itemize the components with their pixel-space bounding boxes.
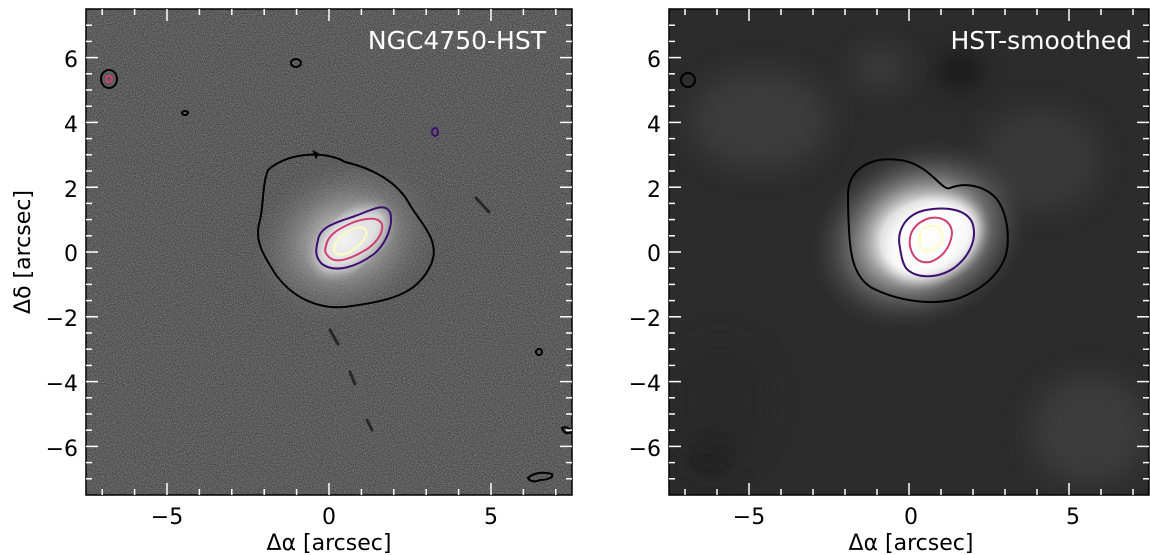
x-tick-label: 0 <box>904 505 918 530</box>
contour-red <box>908 216 954 264</box>
smoothed-contours <box>680 72 1009 304</box>
contour-purple <box>898 207 975 278</box>
y-tick-labels: 6 4 2 0 −2 −4 −6 <box>629 48 661 462</box>
contour-purple <box>315 206 392 270</box>
contour-red <box>324 217 384 262</box>
contour-yellow <box>332 226 368 256</box>
x-tick-label: 0 <box>322 505 336 530</box>
y-tick-label: 6 <box>64 48 78 73</box>
panel-hst: −5 0 5 6 4 2 0 −2 −4 −6 NGC4750-HST Δα [… <box>11 8 573 555</box>
contour-yellow <box>918 224 944 252</box>
x-tick-labels: −5 0 5 <box>733 505 1080 530</box>
hst-contours <box>100 58 572 483</box>
tick-marks <box>669 9 1149 495</box>
contour-black <box>256 153 435 309</box>
panel-smoothed: −5 0 5 6 4 2 0 −2 −4 −6 HST-smoothed Δα … <box>629 8 1150 555</box>
y-tick-labels: 6 4 2 0 −2 −4 −6 <box>46 48 78 462</box>
x-axis-label: Δα [arcsec] <box>849 531 974 555</box>
y-tick-label: −6 <box>629 437 661 462</box>
y-tick-label: −6 <box>46 437 78 462</box>
y-tick-label: −4 <box>46 372 78 397</box>
x-tick-label: −5 <box>151 505 183 530</box>
y-tick-label: −4 <box>629 372 661 397</box>
x-tick-label: 5 <box>484 505 498 530</box>
contour-black <box>846 158 1009 304</box>
hst-image <box>86 9 572 495</box>
y-tick-label: 6 <box>647 48 661 73</box>
x-tick-labels: −5 0 5 <box>151 505 498 530</box>
y-tick-label: 2 <box>64 178 78 203</box>
y-tick-label: −2 <box>46 307 78 332</box>
y-tick-label: 4 <box>647 113 661 138</box>
y-tick-label: 4 <box>64 113 78 138</box>
smoothed-image <box>669 9 1149 495</box>
x-tick-label: 5 <box>1066 505 1080 530</box>
tick-marks <box>86 9 572 495</box>
y-tick-label: 0 <box>64 242 78 267</box>
y-axis-label: Δδ [arcsec] <box>11 190 36 314</box>
panel-title: HST-smoothed <box>950 26 1132 55</box>
x-axis-label: Δα [arcsec] <box>267 531 392 555</box>
y-tick-label: 0 <box>647 242 661 267</box>
y-tick-label: 2 <box>647 178 661 203</box>
x-tick-label: −5 <box>733 505 765 530</box>
panel-title: NGC4750-HST <box>368 26 547 55</box>
y-tick-label: −2 <box>629 307 661 332</box>
